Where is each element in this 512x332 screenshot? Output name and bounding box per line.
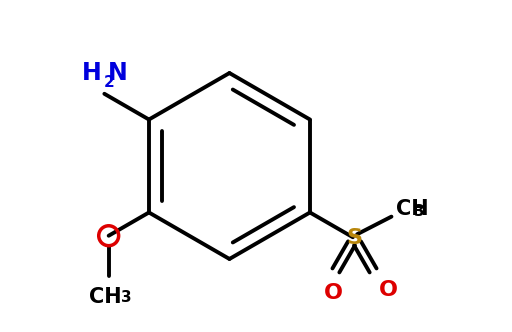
Text: CH: CH: [89, 287, 122, 307]
Text: N: N: [109, 61, 128, 85]
Text: H: H: [82, 61, 102, 85]
Text: 2: 2: [103, 75, 114, 90]
Text: CH: CH: [396, 199, 429, 219]
Text: O: O: [324, 283, 343, 303]
Text: S: S: [347, 228, 362, 248]
Text: 3: 3: [121, 290, 132, 304]
Text: 3: 3: [414, 204, 424, 219]
Text: O: O: [379, 280, 398, 299]
